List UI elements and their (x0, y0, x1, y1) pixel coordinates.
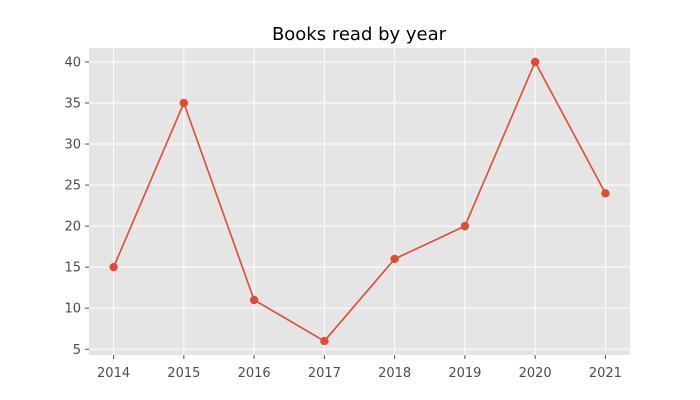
y-tick-label: 10 (64, 302, 81, 317)
y-tick-label: 30 (64, 138, 81, 153)
data-point (530, 57, 540, 67)
y-tick-label: 25 (64, 179, 81, 194)
x-tick-label: 2015 (167, 366, 200, 381)
data-point (249, 295, 259, 305)
x-tick-label: 2021 (589, 366, 622, 381)
data-point (320, 336, 329, 346)
x-tick-label: 2014 (97, 366, 130, 381)
series-layer (109, 57, 610, 346)
x-tick-label: 2016 (238, 366, 271, 381)
series-line (112, 61, 607, 342)
chart-title: Books read by year (272, 24, 447, 45)
grid-lines (89, 48, 630, 355)
x-tick-label: 2020 (519, 366, 552, 381)
data-point (601, 189, 610, 198)
data-point (179, 98, 189, 108)
axis-ticks: 5 10 15 20 25 30 35 40 2014 2015 2016 2017 2018 2019 2… (64, 55, 622, 381)
y-tick-label: 35 (64, 96, 81, 111)
data-point (460, 221, 470, 231)
y-tick-label: 5 (73, 343, 81, 358)
x-tick-label: 2018 (378, 366, 411, 381)
y-tick-label: 20 (64, 220, 81, 235)
x-tick-label: 2019 (448, 366, 481, 381)
y-tick-label: 40 (64, 55, 81, 70)
x-tick-label: 2017 (308, 366, 341, 381)
data-point (390, 254, 399, 264)
plot-area (89, 48, 630, 355)
data-point (109, 262, 118, 272)
y-tick-label: 15 (64, 261, 81, 276)
